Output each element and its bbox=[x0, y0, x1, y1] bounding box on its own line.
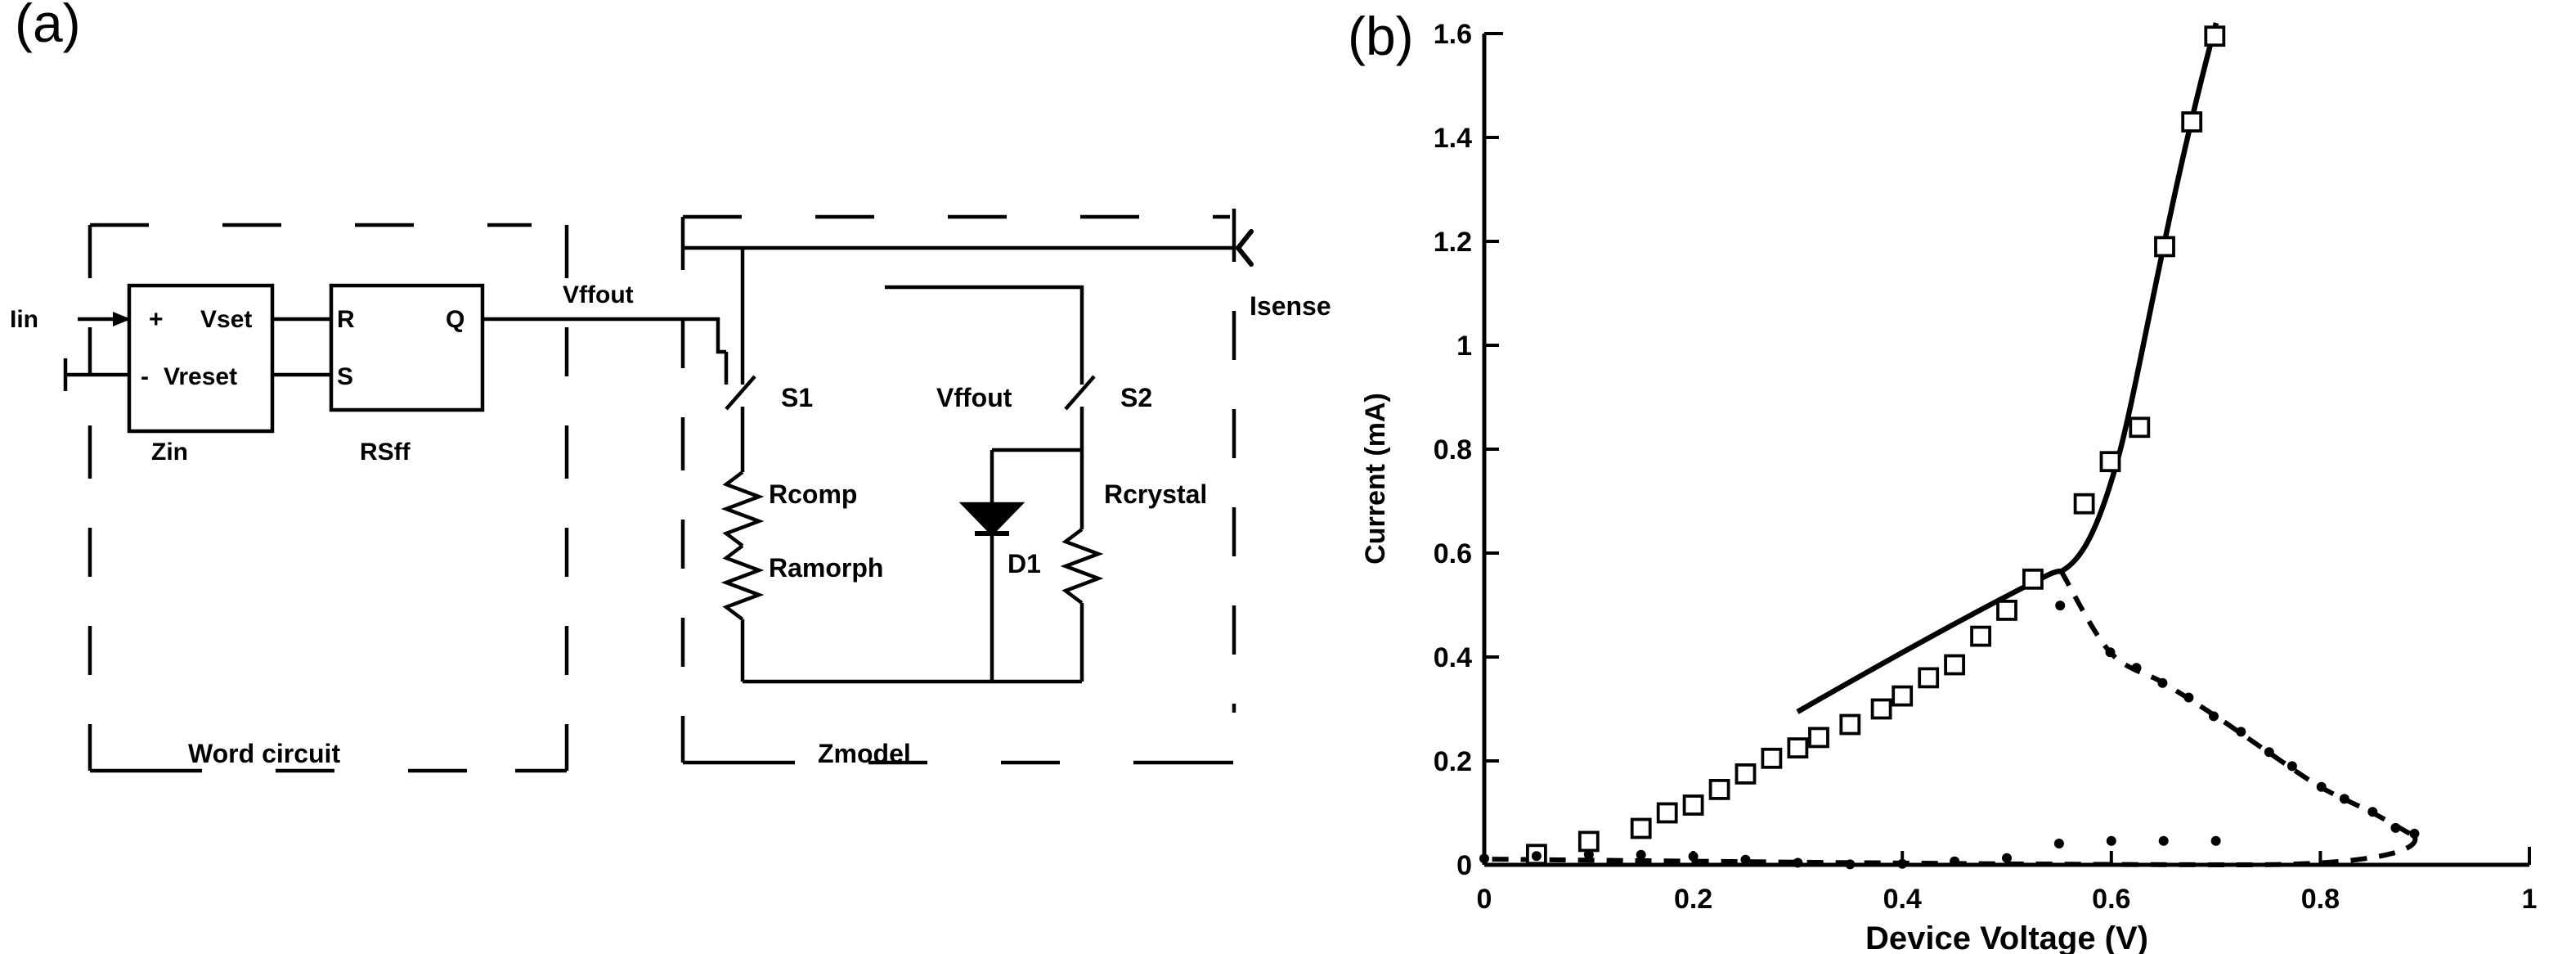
svg-text:1.6: 1.6 bbox=[1434, 19, 1472, 50]
svg-text:1.4: 1.4 bbox=[1434, 123, 1472, 154]
svg-text:0.8: 0.8 bbox=[2301, 884, 2340, 915]
svg-text:1: 1 bbox=[1456, 331, 1472, 362]
svg-text:Device Voltage (V): Device Voltage (V) bbox=[1865, 920, 2148, 954]
svg-text:0: 0 bbox=[1456, 850, 1472, 881]
svg-text:1.2: 1.2 bbox=[1434, 227, 1472, 258]
svg-text:0.4: 0.4 bbox=[1883, 884, 1922, 915]
svg-text:0.6: 0.6 bbox=[2092, 884, 2130, 915]
svg-text:0.2: 0.2 bbox=[1434, 746, 1472, 777]
svg-text:0: 0 bbox=[1477, 884, 1492, 915]
svg-text:0.2: 0.2 bbox=[1674, 884, 1712, 915]
svg-text:0.4: 0.4 bbox=[1434, 642, 1472, 673]
svg-text:1: 1 bbox=[2522, 884, 2538, 915]
svg-text:0.8: 0.8 bbox=[1434, 434, 1472, 466]
svg-text:0.6: 0.6 bbox=[1434, 538, 1472, 569]
